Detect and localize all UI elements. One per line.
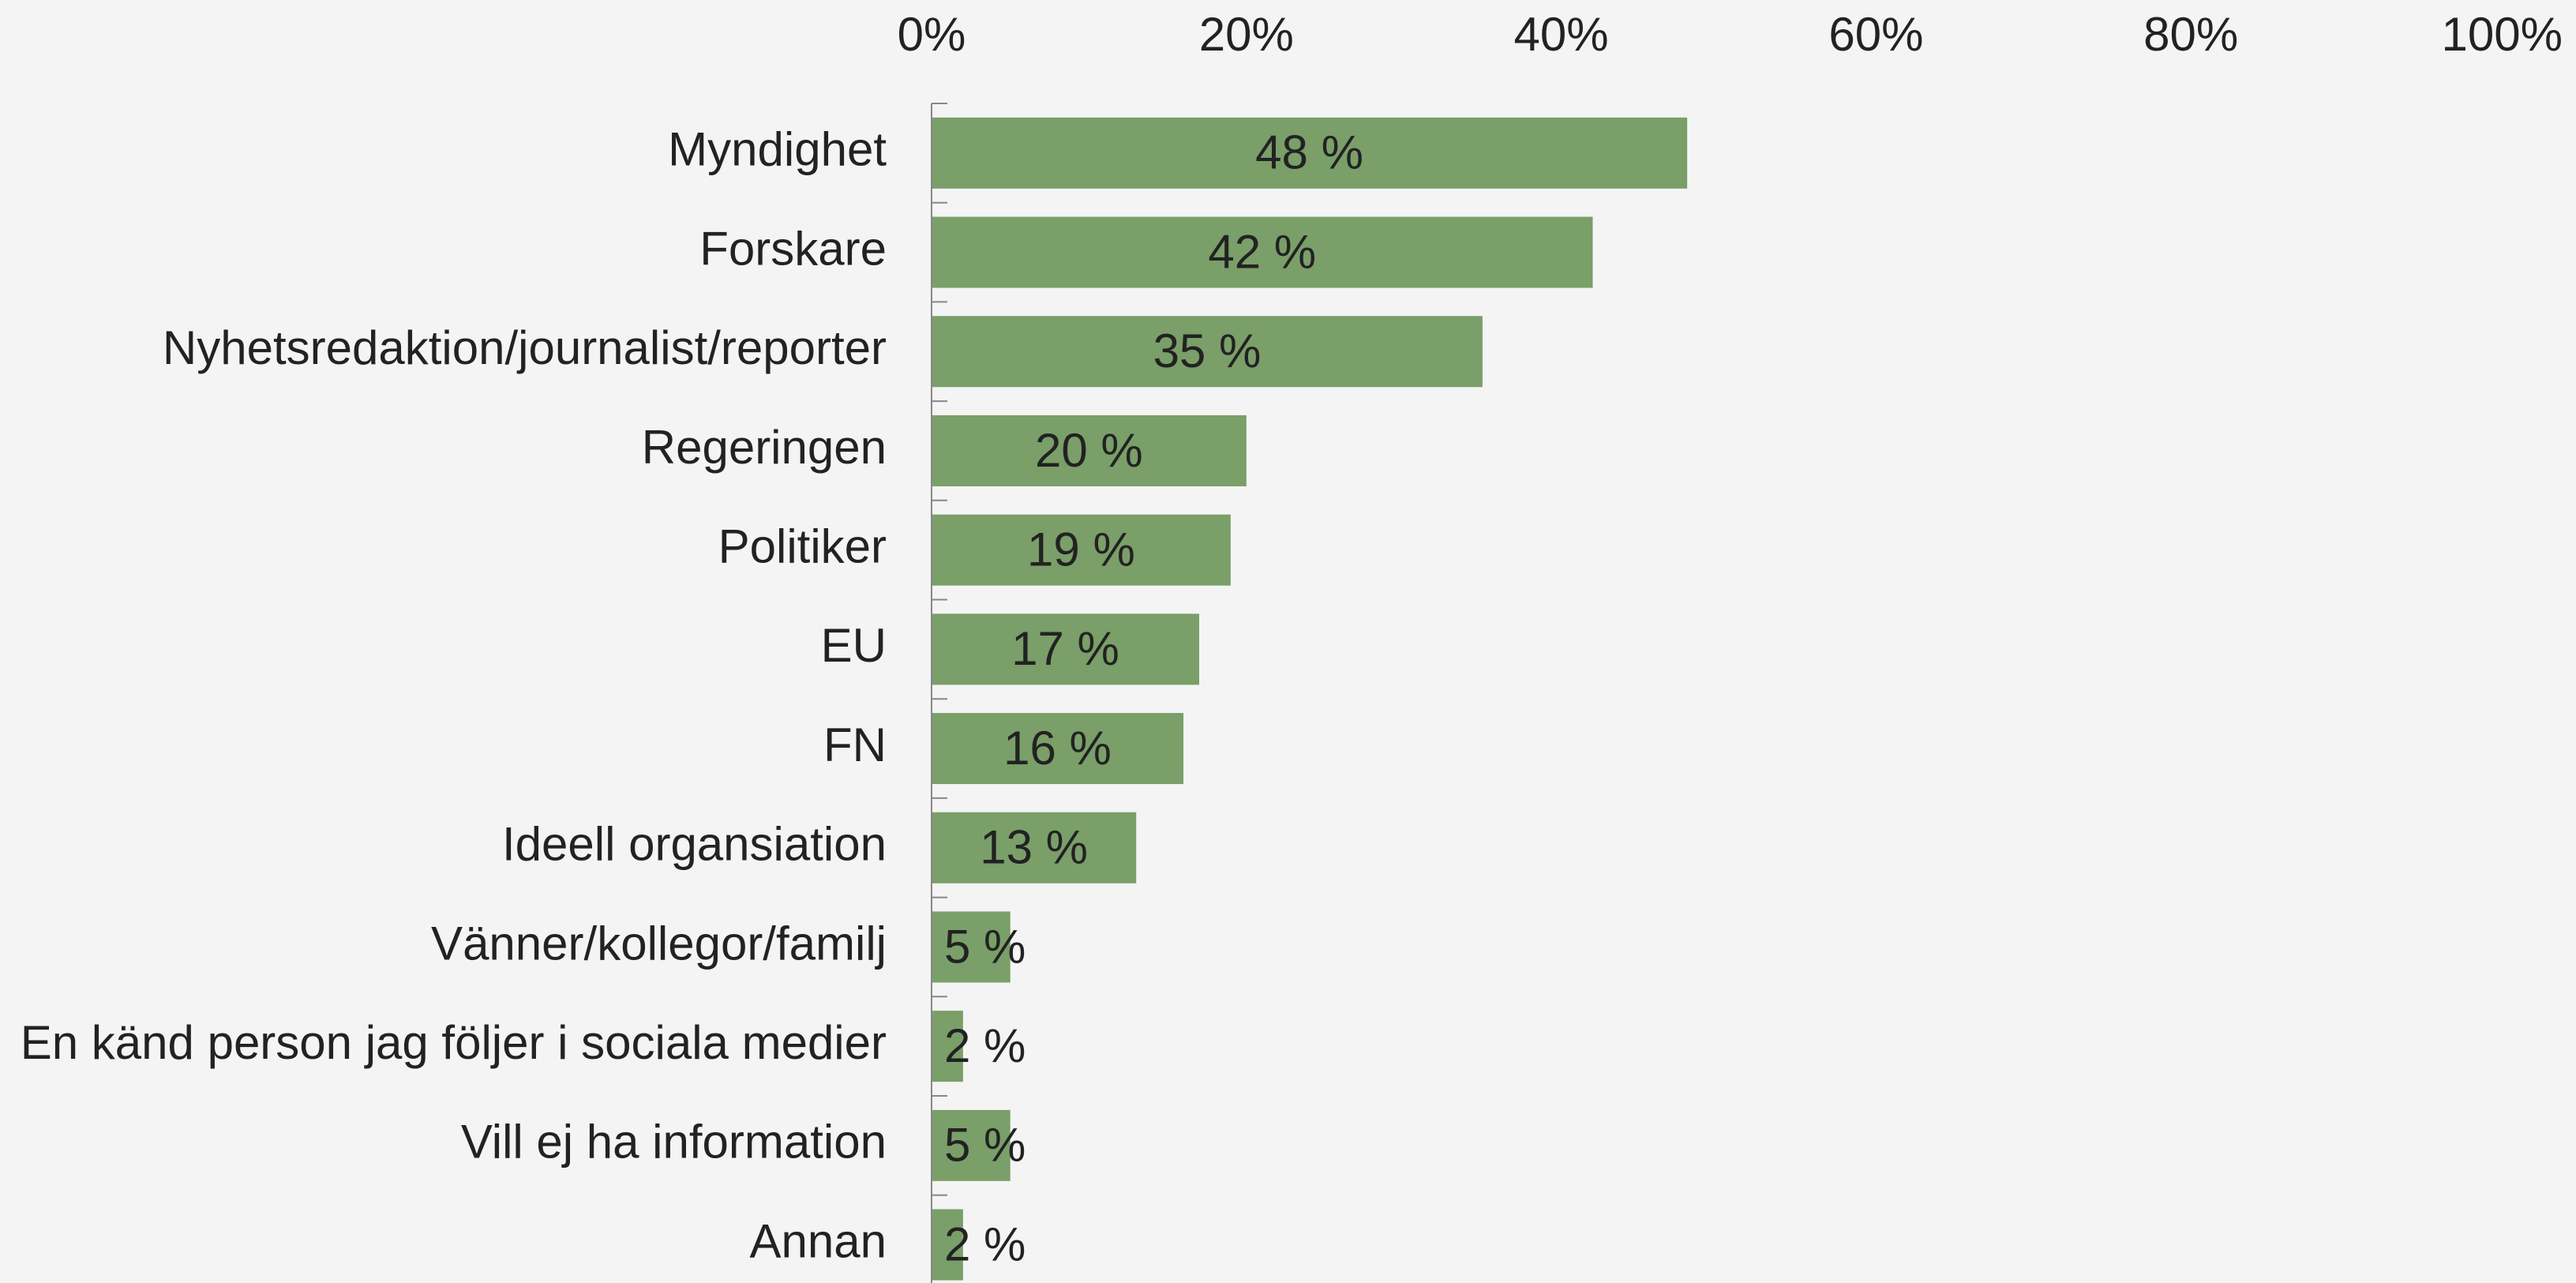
value-label: 2 %	[944, 1217, 1026, 1270]
y-tick-label: Myndighet	[668, 123, 887, 176]
value-label: 17 %	[1011, 622, 1119, 675]
value-label: 19 %	[1027, 523, 1135, 576]
value-label: 42 %	[1208, 225, 1316, 278]
bar	[932, 216, 1593, 288]
bar	[932, 415, 1247, 486]
y-tick-label: Regeringen	[642, 421, 887, 474]
bar	[932, 911, 1011, 983]
y-tick-label: Politiker	[718, 520, 887, 572]
x-tick-label: 80%	[2143, 8, 2238, 61]
y-tick-label: Ideell organsiation	[502, 818, 887, 871]
bar	[932, 812, 1137, 883]
y-tick-label: Vill ej ha information	[461, 1116, 887, 1169]
bar	[932, 514, 1231, 586]
bar	[932, 1109, 1011, 1181]
bar	[932, 1209, 963, 1281]
x-tick-label: 0%	[898, 8, 966, 61]
value-label: 20 %	[1035, 424, 1143, 477]
value-label: 35 %	[1153, 325, 1262, 377]
value-label: 2 %	[944, 1019, 1026, 1072]
value-label: 48 %	[1255, 126, 1363, 179]
bar	[932, 1011, 963, 1082]
y-tick-label: FN	[823, 718, 887, 771]
bar	[932, 613, 1199, 685]
value-label: 16 %	[1003, 722, 1112, 775]
value-label: 5 %	[944, 1119, 1026, 1172]
y-tick-label: Forskare	[699, 222, 887, 275]
y-tick-label: Vänner/kollegor/familj	[431, 917, 887, 970]
x-tick-label: 40%	[1514, 8, 1609, 61]
value-label: 13 %	[980, 821, 1088, 874]
bar	[932, 713, 1184, 785]
x-tick-label: 100%	[2442, 8, 2563, 61]
y-tick-label: EU	[821, 619, 887, 672]
y-tick-label: En känd person jag följer i sociala medi…	[21, 1016, 887, 1069]
bar	[932, 316, 1483, 388]
x-tick-label: 60%	[1828, 8, 1923, 61]
x-tick-label: 20%	[1199, 8, 1294, 61]
y-tick-label: Nyhetsredaktion/journalist/reporter	[163, 321, 887, 374]
bar	[932, 117, 1688, 189]
y-tick-label: Annan	[750, 1214, 887, 1267]
value-label: 5 %	[944, 920, 1026, 973]
